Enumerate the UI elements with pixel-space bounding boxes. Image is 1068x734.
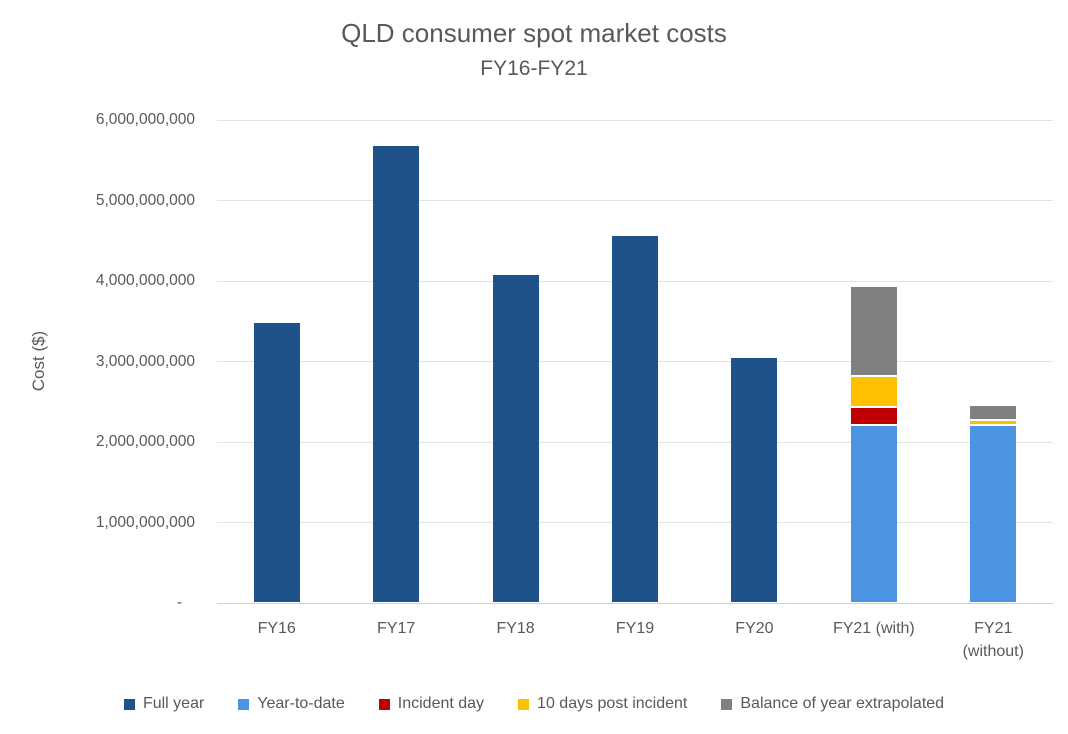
bar-fy18	[492, 275, 539, 602]
x-axis-label-fy16: FY16	[257, 620, 296, 637]
bar-segment-full-year	[612, 235, 658, 602]
bar-segment-year-to-date	[970, 425, 1017, 602]
x-axis-label-fy17: FY17	[377, 620, 416, 637]
chart-subtitle: FY16-FY21	[480, 57, 588, 80]
bar-fy20	[731, 358, 778, 602]
legend-item-year-to-date: Year-to-date	[238, 695, 345, 713]
legend-label: Incident day	[397, 695, 485, 712]
legend-item-incident-day: Incident day	[378, 695, 485, 713]
x-axis-line	[217, 603, 1053, 604]
legend-item-full-year: Full year	[123, 695, 205, 713]
y-tick-label: 2,000,000,000	[95, 433, 195, 450]
bar-segment-10-days-post-incident	[970, 420, 1017, 426]
legend-swatch-icon	[518, 698, 530, 710]
bar-fy17	[373, 145, 420, 602]
bar-segment-incident-day	[850, 408, 897, 426]
bar-segment-full-year	[253, 322, 300, 602]
y-tick-label: 4,000,000,000	[95, 272, 195, 289]
y-tick-label: -	[176, 594, 182, 611]
gridline	[217, 200, 1053, 201]
legend-label: Year-to-date	[257, 695, 345, 712]
y-tick-label: 5,000,000,000	[95, 191, 195, 209]
y-tick-label: 6,000,000,000	[95, 111, 195, 128]
bar-fy21-without	[970, 405, 1017, 602]
y-tick-label: 1,000,000,000	[95, 513, 195, 531]
legend-swatch-icon	[721, 698, 733, 710]
bar-segment-year-to-date	[850, 425, 897, 602]
bar-segment-balance-of-year-extrapolated	[970, 405, 1017, 421]
y-tick-label: 3,000,000,000	[95, 352, 195, 370]
bar-segment-full-year	[731, 358, 778, 602]
bar-fy16	[253, 322, 300, 602]
legend-item-balance-of-year-extrapolated: Balance of year extrapolated	[721, 695, 944, 713]
legend-swatch-icon	[378, 698, 390, 710]
legend-swatch-icon	[123, 698, 135, 710]
gridline	[217, 119, 1053, 121]
bar-segment-balance-of-year-extrapolated	[850, 287, 897, 377]
bar-segment-full-year	[373, 145, 420, 602]
legend-label: Full year	[142, 695, 205, 712]
bar-fy19	[612, 235, 658, 602]
x-axis-label-fy18: FY18	[496, 620, 535, 637]
x-axis-label-fy19: FY19	[615, 620, 655, 637]
x-axis-label-fy20: FY20	[735, 620, 774, 637]
chart-title: QLD consumer spot market costs	[341, 18, 727, 48]
bar-fy21-with	[850, 287, 897, 602]
legend-swatch-icon	[238, 698, 250, 710]
legend-item-10-days-post-incident: 10 days post incident	[518, 695, 687, 713]
legend-label: Balance of year extrapolated	[740, 695, 945, 712]
bar-segment-10-days-post-incident	[850, 376, 897, 409]
x-axis-label-fy21-with: FY21 (with)	[832, 620, 915, 637]
legend-label: 10 days post incident	[537, 695, 688, 712]
legend: Full year Year-to-date Incident day 10 days…	[0, 695, 1068, 713]
bar-segment-full-year	[492, 275, 539, 602]
x-axis-label-fy21-without: FY21 (without)	[962, 620, 1024, 661]
plot-area	[217, 119, 1053, 604]
